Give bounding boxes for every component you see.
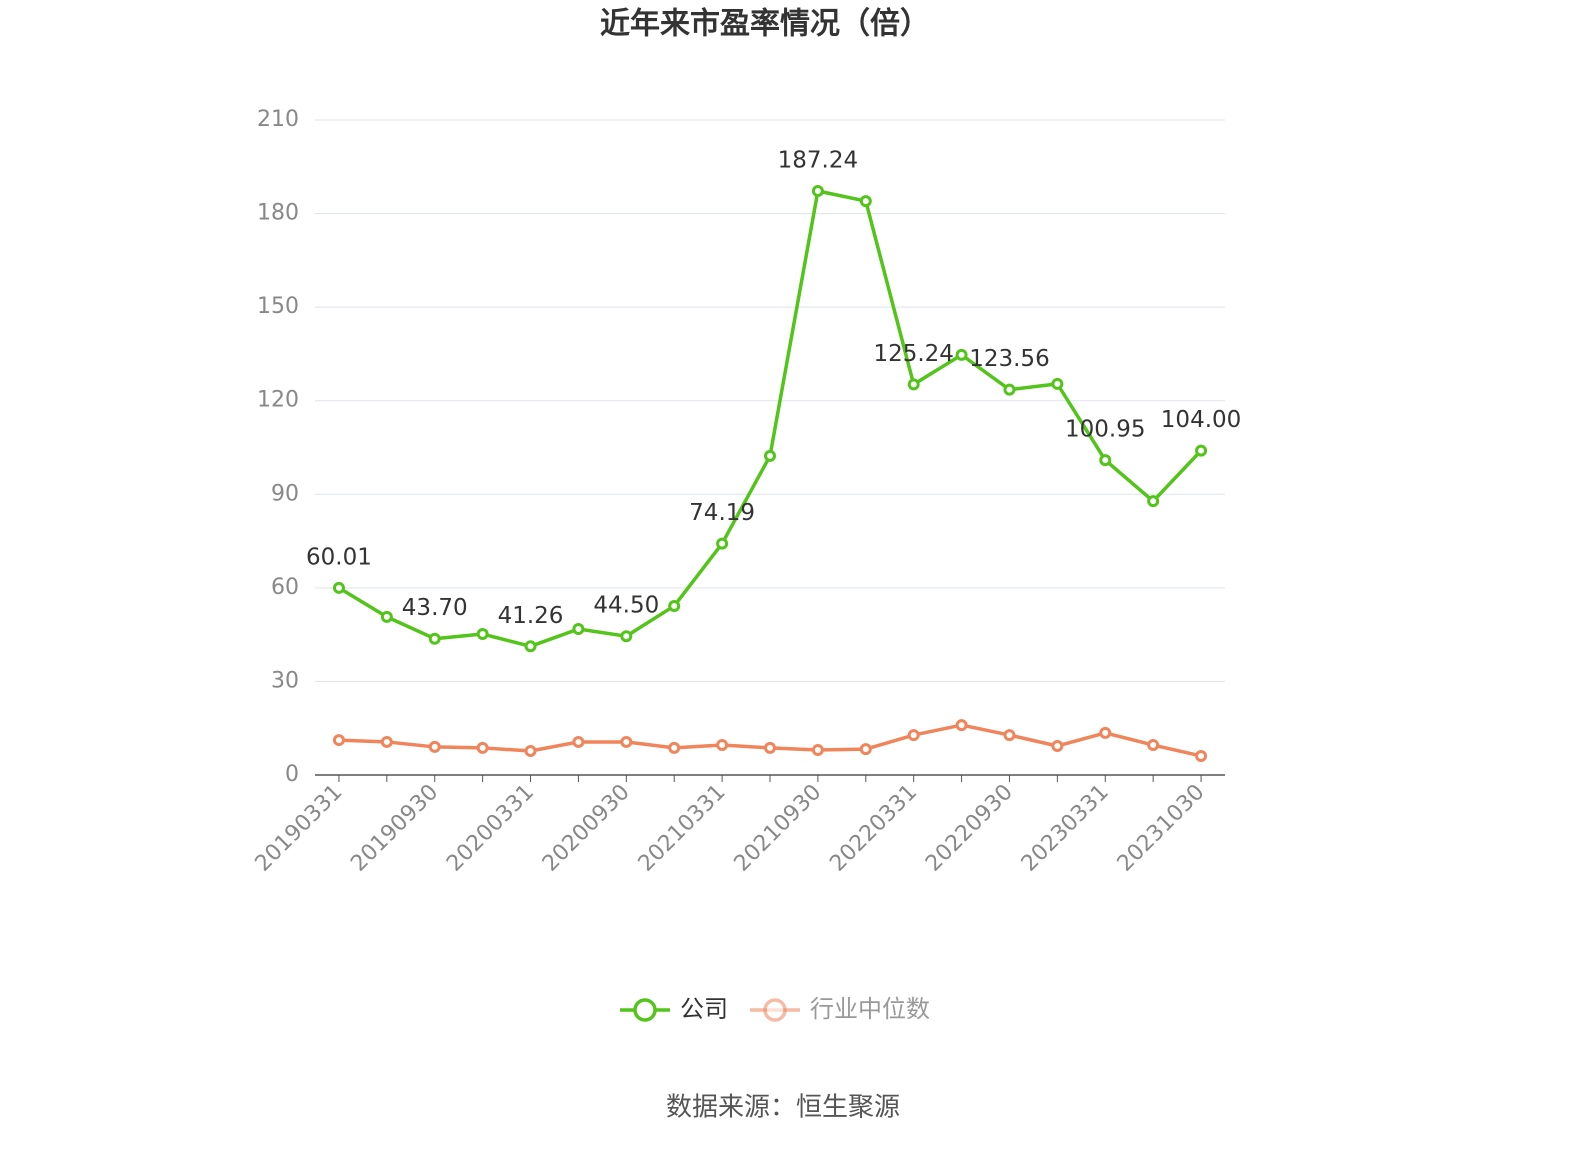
point xyxy=(907,729,920,742)
point xyxy=(1147,495,1160,508)
x-tick-label: 20210331 xyxy=(634,780,731,877)
point xyxy=(476,741,489,754)
point xyxy=(428,632,441,645)
x-tick-label: 20220331 xyxy=(825,780,922,877)
point xyxy=(380,735,393,748)
data-label: 41.26 xyxy=(498,603,564,629)
data-label: 60.01 xyxy=(306,544,372,570)
y-tick-label: 90 xyxy=(271,481,299,506)
x-tick-label: 20190331 xyxy=(251,780,348,877)
data-label: 125.24 xyxy=(873,341,953,367)
legend-marker xyxy=(763,998,787,1022)
point xyxy=(332,734,345,747)
legend-label: 公司 xyxy=(680,995,728,1023)
point xyxy=(955,719,968,732)
point xyxy=(859,195,872,208)
point xyxy=(955,348,968,361)
point xyxy=(1195,444,1208,457)
point xyxy=(668,599,681,612)
point xyxy=(1099,454,1112,467)
x-tick-label: 20230331 xyxy=(1017,780,1114,877)
point xyxy=(380,610,393,623)
x-tick-label: 20200930 xyxy=(538,780,635,877)
point xyxy=(476,628,489,641)
data-label: 123.56 xyxy=(969,346,1049,372)
point xyxy=(1051,377,1064,390)
point xyxy=(1003,729,1016,742)
y-tick-label: 0 xyxy=(285,762,299,787)
point xyxy=(572,623,585,636)
point xyxy=(428,740,441,753)
point xyxy=(716,537,729,550)
x-tick-label: 20210930 xyxy=(730,780,827,877)
point xyxy=(1003,383,1016,396)
point xyxy=(620,630,633,643)
y-tick-label: 30 xyxy=(271,668,299,693)
point xyxy=(620,735,633,748)
point xyxy=(811,184,824,197)
data-label: 74.19 xyxy=(689,500,755,526)
point xyxy=(1147,739,1160,752)
data-label: 43.70 xyxy=(402,595,468,621)
y-tick-label: 60 xyxy=(271,575,299,600)
legend-label: 行业中位数 xyxy=(810,995,930,1023)
y-tick-label: 210 xyxy=(257,107,299,132)
x-tick-label: 20200331 xyxy=(442,780,539,877)
y-tick-label: 150 xyxy=(257,294,299,319)
x-tick-label: 20190930 xyxy=(346,780,443,877)
x-tick-label: 20231030 xyxy=(1113,780,1210,877)
data-label: 104.00 xyxy=(1161,407,1241,433)
point xyxy=(811,744,824,757)
point xyxy=(764,741,776,754)
point xyxy=(907,378,920,391)
data-label: 100.95 xyxy=(1065,417,1145,443)
point xyxy=(859,743,872,756)
chart-title: 近年来市盈率情况（倍） xyxy=(600,7,930,42)
point xyxy=(572,735,585,748)
data-label: 44.50 xyxy=(593,593,659,619)
x-tick-label: 20220930 xyxy=(921,780,1018,877)
point xyxy=(1195,749,1208,762)
y-tick-label: 120 xyxy=(257,388,299,413)
point xyxy=(764,449,776,462)
point xyxy=(524,744,537,757)
data-label: 187.24 xyxy=(778,147,858,173)
legend-marker xyxy=(633,998,657,1022)
point xyxy=(716,739,729,752)
point xyxy=(1099,726,1112,739)
source-note: 数据来源：恒生聚源 xyxy=(666,1093,900,1123)
point xyxy=(332,581,345,594)
y-tick-label: 180 xyxy=(257,201,299,226)
point xyxy=(524,640,537,653)
point xyxy=(1051,739,1064,752)
point xyxy=(668,741,681,754)
